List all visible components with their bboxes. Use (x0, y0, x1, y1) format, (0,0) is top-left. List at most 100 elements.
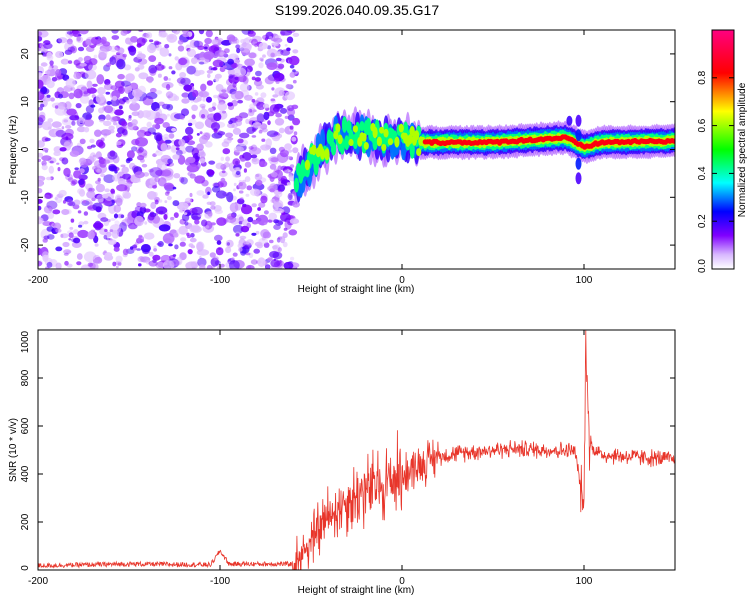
spectrogram-cell (244, 94, 253, 101)
spectrogram-cell (111, 30, 119, 34)
spectrogram-cell (148, 168, 154, 173)
spectrogram-cell (41, 136, 49, 142)
spectrogram-cell (267, 120, 271, 126)
spectrogram-cell (213, 112, 222, 122)
spectrogram-cell (84, 69, 97, 80)
spectrogram-cell (46, 80, 55, 89)
spectrogram-cell (217, 93, 224, 102)
spectrogram-cell (86, 190, 96, 199)
spectrogram-cell (113, 121, 117, 126)
spectrogram-cell (148, 64, 158, 74)
spectrogram-cell (239, 83, 250, 92)
spectrogram-cell (217, 181, 224, 188)
x-tick-label: 0 (399, 576, 405, 587)
spectrogram-cell (121, 128, 128, 136)
spectrogram-cell (220, 177, 226, 183)
spectrogram-cell (228, 74, 234, 79)
spectrogram-cell (56, 162, 60, 165)
spectrogram-cell (64, 260, 69, 266)
spectrogram-cell (221, 170, 226, 174)
spectrogram-cell (280, 165, 288, 171)
spectrogram-cell (46, 261, 53, 268)
spectrogram-cell (76, 261, 82, 266)
spectrogram-cell (232, 224, 244, 234)
spectrogram-cell (114, 109, 124, 116)
spectrogram-cell (250, 154, 258, 159)
spectrogram-cell (153, 191, 158, 198)
spectrogram-cell (126, 150, 135, 159)
spectrogram-cell (128, 41, 133, 46)
spectrogram-cell (175, 147, 180, 151)
spectrogram-cell (244, 161, 252, 168)
spectrogram-cell (217, 102, 228, 111)
spectrogram-cell (111, 35, 120, 40)
spectrogram-cell (122, 53, 127, 58)
spectrogram-cell (268, 157, 272, 161)
spectrogram-cell (115, 265, 119, 269)
spectrogram-cell (65, 78, 76, 88)
spectrogram-cell (96, 194, 105, 203)
spectrogram-cell (204, 141, 213, 148)
spectrogram-cell (125, 158, 131, 164)
spectrogram-cell (129, 102, 141, 111)
spectrogram-cell (117, 177, 126, 186)
spectrogram-cell (288, 169, 292, 173)
spectrogram-cell (149, 87, 157, 94)
spectrogram-cell (136, 248, 141, 251)
spectrogram-cell (55, 51, 64, 58)
spectrogram-cell (105, 114, 111, 121)
colorbar-gradient (711, 29, 735, 270)
spectrogram-cell (187, 122, 193, 127)
spectrogram-cell (197, 45, 205, 51)
spectrogram-cell (110, 85, 118, 91)
spectrogram-cell (251, 38, 258, 46)
spectrogram-cell (229, 260, 240, 269)
spectrogram-cell (231, 122, 238, 129)
spectrogram-cell (128, 222, 138, 230)
spectrogram-cell (233, 188, 236, 192)
spectrogram-cell (209, 252, 216, 258)
spectrogram-cell (95, 206, 102, 213)
spectrogram-cell (115, 132, 122, 138)
spectrogram-cell (206, 69, 213, 74)
spectrogram-cell (98, 107, 105, 114)
spectrogram-cell (65, 136, 69, 141)
spectrogram-cell (241, 30, 252, 35)
spectrogram-cell (280, 30, 293, 36)
spectrogram-cell (168, 66, 173, 70)
spectrogram-cell (38, 117, 44, 126)
spectrogram-cell (85, 46, 95, 52)
spectrogram-cell (202, 91, 208, 98)
spectrogram-cell (57, 37, 68, 44)
spectrogram-cell (41, 121, 53, 131)
spectrogram-cell (270, 171, 278, 178)
spectrogram-cell (88, 58, 98, 66)
spectrogram-cell (67, 46, 76, 52)
spectrogram-cell (117, 86, 125, 94)
spectrogram-cell (78, 116, 86, 124)
colorbar-ticks: 0.0 0.2 0.4 0.6 0.8 (697, 70, 734, 273)
spectrogram-cell (110, 190, 116, 195)
spectrogram-cell (66, 31, 73, 35)
spectrogram-cell (155, 41, 162, 45)
spectrogram-cell (265, 265, 271, 269)
spectrogram-cell (95, 139, 104, 147)
spectrogram-cell (178, 139, 186, 147)
spectrogram-cell (239, 132, 250, 139)
spectrogram-cell (79, 62, 87, 67)
spectrogram-cell (183, 212, 188, 216)
spectrogram-cell (269, 251, 280, 258)
spectrogram-cell (269, 36, 273, 39)
spectrogram-cell (187, 249, 193, 255)
spectrogram-cell (171, 127, 177, 132)
spectrogram-cell (136, 53, 146, 60)
spectrogram-cell (131, 146, 138, 152)
spectrogram-cell (289, 218, 300, 225)
spectrogram-cell (274, 118, 285, 126)
spectrogram-cell (261, 138, 266, 142)
spectrogram-cell (68, 60, 73, 64)
spectrogram-cell (149, 167, 163, 178)
spectrogram-cell (190, 245, 195, 249)
spectrogram-cell (221, 89, 227, 93)
